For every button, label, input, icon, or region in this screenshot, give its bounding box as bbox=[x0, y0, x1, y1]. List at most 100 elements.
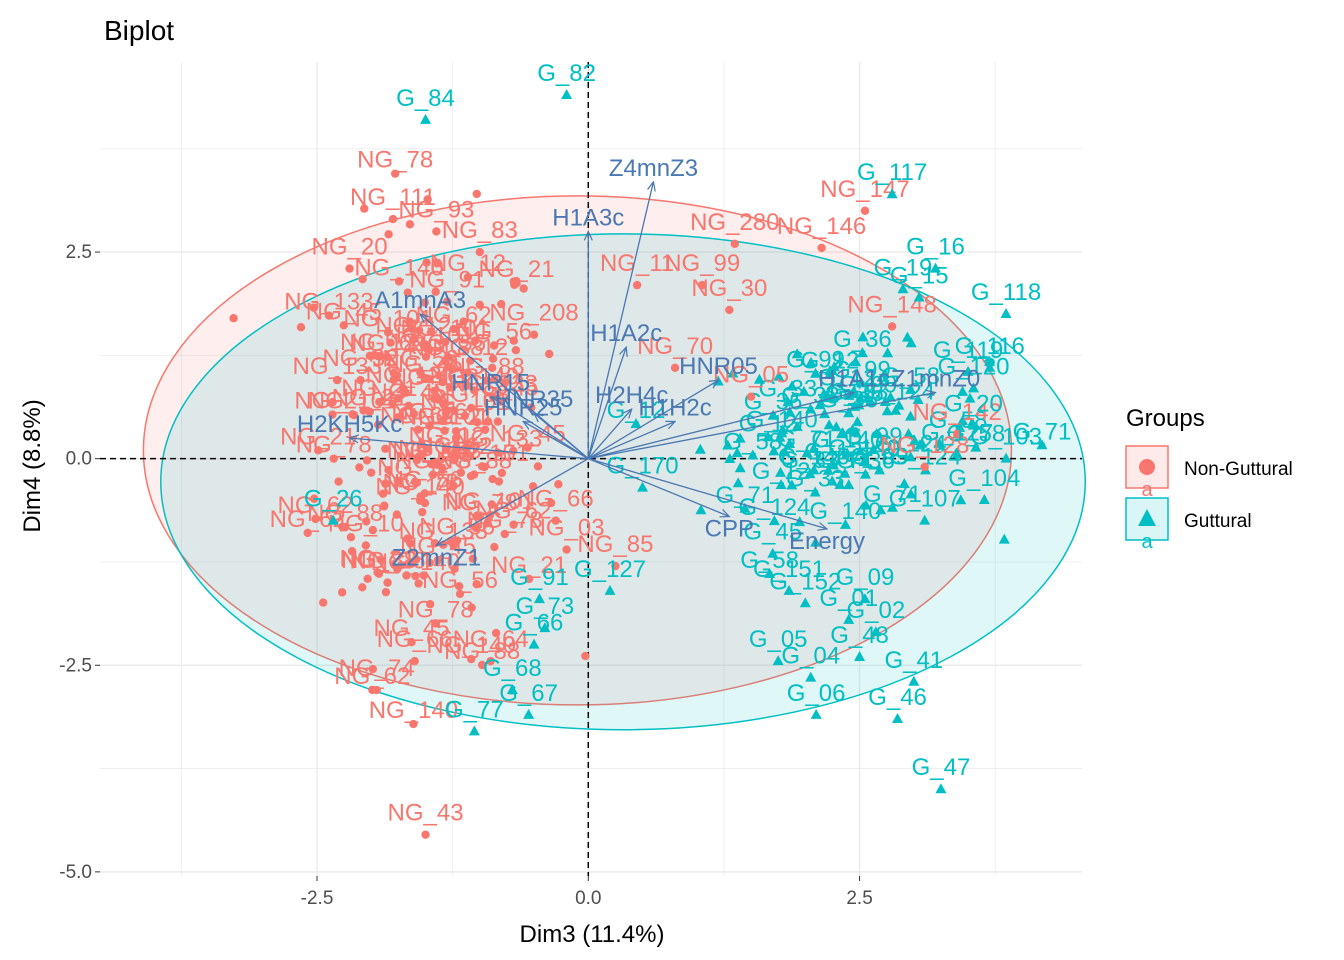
point-non-guttural bbox=[470, 386, 479, 395]
point-label: NG_12 bbox=[398, 435, 474, 462]
point-label: G_02 bbox=[846, 597, 905, 624]
point-non-guttural bbox=[358, 274, 367, 284]
point-non-guttural bbox=[551, 516, 560, 525]
point-label: G_15 bbox=[890, 263, 949, 290]
point-non-guttural bbox=[424, 374, 433, 383]
point-guttural bbox=[798, 385, 810, 396]
point-guttural bbox=[905, 488, 917, 499]
point-label: NG_56 bbox=[456, 318, 532, 345]
point-guttural bbox=[930, 262, 942, 273]
point-non-guttural bbox=[418, 507, 427, 517]
point-guttural bbox=[762, 431, 774, 442]
point-label: G_09 bbox=[836, 564, 895, 591]
variable-arrow bbox=[587, 347, 626, 459]
point-guttural bbox=[933, 437, 945, 448]
point-non-guttural bbox=[438, 416, 447, 426]
y-axis-title: Dim4 (8.8%) bbox=[19, 399, 46, 532]
point-non-guttural bbox=[440, 426, 449, 435]
point-non-guttural bbox=[431, 619, 440, 628]
point-guttural bbox=[734, 462, 746, 473]
point-label: NG_140 bbox=[387, 437, 476, 464]
point-guttural bbox=[773, 370, 785, 381]
point-label: G_117 bbox=[857, 159, 927, 186]
point-non-guttural bbox=[472, 579, 481, 589]
point-guttural bbox=[856, 347, 868, 358]
point-label: G_66 bbox=[505, 610, 564, 637]
point-non-guttural bbox=[444, 362, 454, 372]
point-label: NG_12 bbox=[366, 362, 442, 389]
point-label: NG_66 bbox=[377, 626, 453, 653]
point-non-guttural bbox=[545, 349, 554, 359]
point-non-guttural bbox=[359, 406, 368, 415]
variable-label: Z4mnZ3 bbox=[609, 155, 698, 182]
variable-arrow bbox=[534, 413, 589, 460]
point-non-guttural bbox=[491, 628, 501, 638]
point-non-guttural bbox=[480, 462, 489, 472]
point-label: G_104 bbox=[948, 465, 1020, 492]
point-non-guttural bbox=[407, 324, 416, 333]
legend-key-letter: a bbox=[1141, 531, 1153, 553]
point-guttural bbox=[935, 783, 947, 794]
point-non-guttural bbox=[368, 664, 378, 674]
point-non-guttural bbox=[533, 462, 543, 471]
point-label: G_12 bbox=[607, 397, 666, 424]
point-non-guttural bbox=[523, 443, 532, 452]
point-non-guttural bbox=[392, 510, 402, 519]
point-non-guttural bbox=[368, 525, 377, 535]
point-non-guttural bbox=[393, 394, 402, 403]
point-label: G_33 bbox=[830, 378, 889, 405]
point-guttural bbox=[810, 536, 822, 547]
point-label: NG_21 bbox=[418, 404, 494, 431]
point-non-guttural bbox=[358, 583, 367, 592]
point-label: G_58 bbox=[881, 363, 940, 390]
point-non-guttural bbox=[388, 214, 398, 224]
point-label: G_119 bbox=[933, 337, 1003, 364]
point-non-guttural bbox=[920, 462, 929, 472]
point-guttural bbox=[905, 383, 917, 394]
point-non-guttural bbox=[451, 426, 461, 436]
point-guttural bbox=[908, 675, 920, 686]
point-non-guttural bbox=[438, 377, 447, 387]
point-label: NG_45 bbox=[463, 374, 539, 401]
point-non-guttural bbox=[519, 284, 528, 293]
variable-label: H1A1c bbox=[818, 366, 890, 393]
point-guttural bbox=[871, 428, 883, 439]
point-guttural bbox=[420, 113, 432, 124]
point-label: NG_70 bbox=[637, 333, 713, 360]
point-guttural bbox=[791, 420, 803, 431]
point-non-guttural bbox=[356, 375, 365, 385]
point-guttural bbox=[954, 421, 966, 432]
point-guttural bbox=[1000, 308, 1012, 319]
point-guttural bbox=[810, 708, 822, 719]
point-guttural bbox=[734, 432, 746, 443]
point-non-guttural bbox=[345, 264, 354, 273]
point-guttural bbox=[753, 373, 765, 384]
point-non-guttural bbox=[460, 411, 470, 421]
point-label: G_118 bbox=[971, 279, 1041, 306]
point-guttural bbox=[962, 365, 974, 376]
point-guttural bbox=[841, 447, 853, 458]
point-non-guttural bbox=[419, 571, 428, 580]
point-guttural bbox=[468, 725, 480, 736]
point-non-guttural bbox=[493, 417, 502, 426]
point-label: G_99 bbox=[786, 347, 845, 374]
point-label: NG_111 bbox=[350, 184, 436, 211]
point-non-guttural bbox=[362, 456, 372, 465]
point-guttural bbox=[523, 708, 535, 719]
point-non-guttural bbox=[399, 384, 408, 393]
point-label: NG_32 bbox=[322, 345, 398, 372]
point-non-guttural bbox=[428, 470, 438, 479]
point-non-guttural bbox=[393, 564, 402, 574]
point-label: G_04 bbox=[781, 643, 840, 670]
variable-label: H1H2c bbox=[638, 394, 711, 421]
y-tick-label: -5.0 bbox=[59, 862, 92, 883]
point-non-guttural bbox=[311, 514, 320, 524]
point-guttural bbox=[826, 475, 838, 486]
point-guttural bbox=[695, 504, 707, 515]
point-label: G_84 bbox=[396, 85, 455, 112]
point-label: NG_78 bbox=[357, 147, 433, 174]
point-guttural bbox=[955, 494, 967, 505]
point-label: G_33 bbox=[781, 382, 840, 409]
point-label: G_12 bbox=[752, 458, 811, 485]
point-label: NG_56 bbox=[410, 330, 486, 357]
